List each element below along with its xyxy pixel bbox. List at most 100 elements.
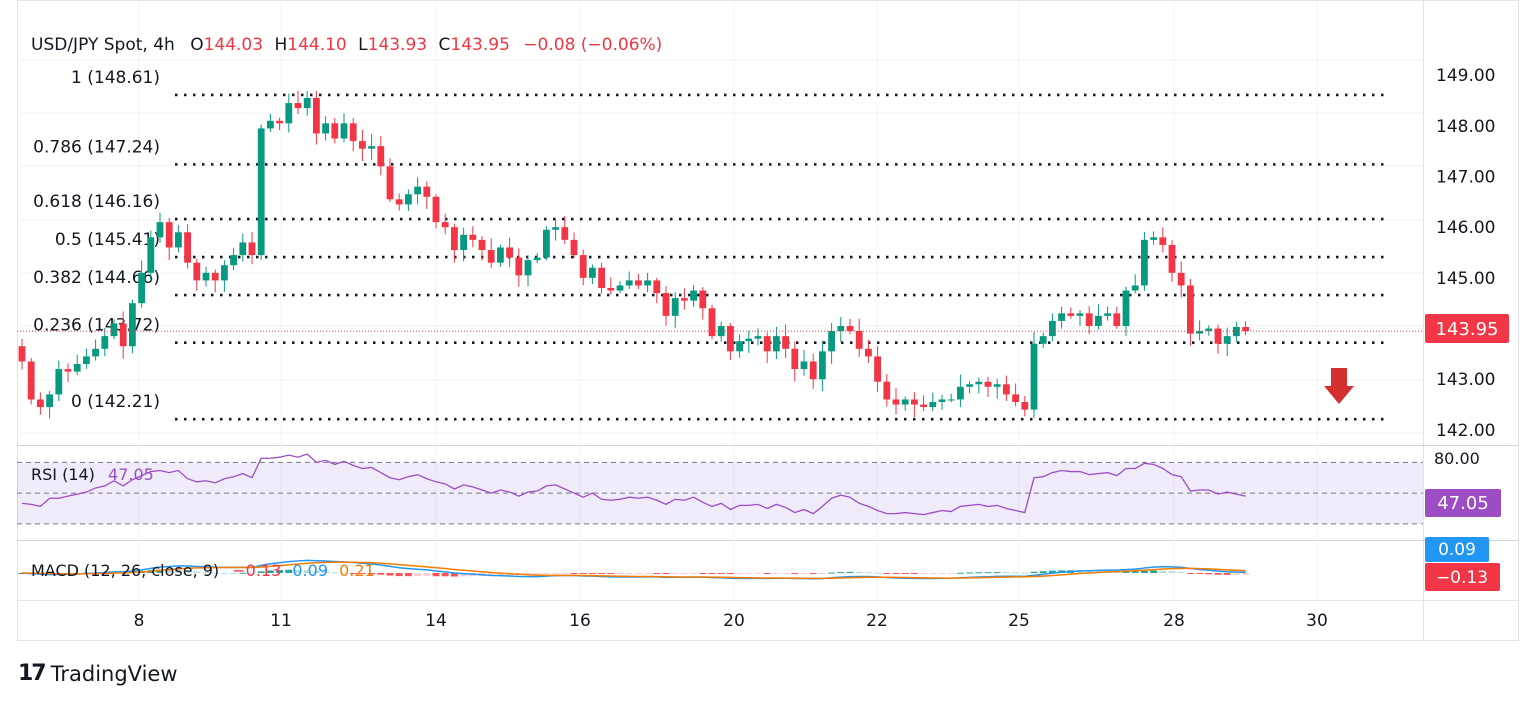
candle-body-14 [147, 237, 155, 273]
macd-hist-bar-65 [616, 573, 624, 574]
candle-body-63 [598, 267, 605, 288]
candle-body-105 [984, 381, 992, 387]
candle-body-113 [1058, 313, 1065, 321]
macd-hist-bar-121 [1131, 571, 1139, 573]
candle-body-29 [285, 103, 293, 124]
candle-body-74 [699, 290, 707, 309]
candle-body-28 [276, 120, 283, 124]
candle-body-92 [865, 348, 872, 357]
candle-body-42 [405, 194, 412, 205]
candle-body-73 [690, 290, 697, 301]
time-axis-ticks: 8 11 14 16 20 22 25 28 30 [134, 611, 1328, 631]
macd-axis-label: 0.09 [1438, 540, 1476, 560]
candle-body-88 [828, 331, 835, 352]
macd-hist-bar-48 [460, 573, 467, 577]
macd-hist-bar-103 [966, 572, 973, 574]
macd-hist-bar-63 [598, 573, 605, 574]
candle-body-83 [782, 336, 789, 349]
candle-body-54 [515, 257, 523, 276]
candle-body-89 [837, 326, 845, 332]
candle-body-46 [441, 222, 449, 228]
candle-body-122 [1141, 239, 1148, 286]
macd-hist-bar-34 [331, 572, 339, 574]
macd-hist-bar-78 [736, 573, 743, 574]
macd-hist-bar-123 [1150, 570, 1157, 573]
candle-body-95 [892, 399, 900, 405]
candle-body-33 [322, 123, 329, 134]
candle-body-125 [1168, 244, 1176, 273]
candle-body-114 [1067, 313, 1075, 316]
x-tick-8: 8 [134, 611, 145, 631]
macd-hist-bar-16 [165, 569, 173, 573]
candlestick-series [18, 90, 1249, 419]
fib-label-3: 0.5 (145.41) [55, 230, 160, 250]
candle-body-31 [303, 98, 311, 109]
candle-body-44 [423, 186, 431, 197]
macd-hist-bar-127 [1187, 573, 1194, 574]
macd-hist-bar-52 [497, 573, 504, 576]
macd-title: MACD (12, 26, close, 9) [31, 561, 219, 580]
candle-body-4 [55, 369, 63, 395]
y-tick-6: 142.00 [1436, 421, 1495, 441]
macd-hist-bar-55 [524, 573, 532, 575]
macd-hist-bar-69 [653, 573, 661, 574]
macd-hist-bar-83 [782, 573, 789, 574]
macd-hist-bar-51 [487, 573, 495, 576]
macd-hist-bar-110 [1030, 571, 1038, 573]
rsi-line [21, 453, 1246, 516]
tradingview-logo[interactable]: 17 TradingView [18, 661, 178, 686]
candle-body-35 [340, 123, 348, 139]
rsi-value-badge [1425, 489, 1501, 517]
macd-hist-bar-43 [414, 573, 421, 577]
rsi-legend-value: 47.05 [108, 465, 154, 484]
macd-hist-bar-90 [846, 571, 854, 573]
candle-body-97 [911, 399, 918, 405]
macd-hist-bar-102 [957, 572, 964, 574]
macd-hist-bar-97 [911, 573, 918, 574]
candle-body-5 [64, 369, 72, 372]
candle-body-87 [819, 351, 826, 380]
macd-hist-bar-59 [561, 573, 569, 574]
macd-hist-bar-68 [644, 573, 651, 574]
candle-body-109 [1021, 402, 1029, 410]
macd-hist-bar-15 [156, 569, 164, 573]
fibonacci-levels: 1 (148.61) 0.786 (147.24) 0.618 (146.16) 0.… [33, 68, 1390, 421]
high-value: 144.10 [287, 35, 346, 55]
candle-body-60 [570, 239, 578, 256]
tradingview-logo-text: TradingView [50, 661, 178, 686]
candle-body-7 [83, 356, 90, 364]
macd-hist-bar-38 [368, 573, 375, 575]
macd-hist-bar-32 [313, 570, 320, 573]
macd-hist-bar-130 [1214, 573, 1222, 575]
candle-body-36 [349, 123, 357, 142]
macd-hist-bar-101 [947, 573, 955, 574]
candle-body-120 [1122, 290, 1130, 326]
candle-body-30 [294, 103, 302, 109]
candle-body-8 [92, 348, 99, 357]
x-tick-22: 22 [866, 611, 888, 631]
candle-body-32 [313, 98, 320, 134]
macd-hist-bar-26 [257, 571, 265, 573]
candle-body-69 [653, 280, 661, 294]
macd-hist-bar-122 [1141, 570, 1148, 573]
macd-signal-line [21, 561, 1246, 580]
candle-body-40 [386, 166, 394, 200]
candle-body-27 [267, 120, 274, 129]
high-label: H [274, 35, 287, 55]
macd-hist-bar-116 [1085, 570, 1093, 573]
macd-hist-bar-120 [1122, 571, 1130, 573]
macd-value-badge [1425, 537, 1489, 562]
macd-hist-bar-64 [607, 573, 615, 574]
candle-body-127 [1187, 285, 1194, 334]
candle-body-68 [644, 280, 651, 286]
macd-hist-bar-29 [285, 569, 293, 573]
macd-hist-bar-111 [1039, 571, 1047, 573]
signal-legend-value: 0.09 [292, 561, 328, 580]
macd-hist-bar-61 [579, 573, 587, 574]
macd-hist-bar-84 [791, 573, 799, 574]
candle-body-70 [662, 293, 670, 316]
candle-body-96 [901, 399, 909, 405]
candle-body-103 [966, 384, 973, 387]
candle-body-43 [414, 186, 421, 195]
